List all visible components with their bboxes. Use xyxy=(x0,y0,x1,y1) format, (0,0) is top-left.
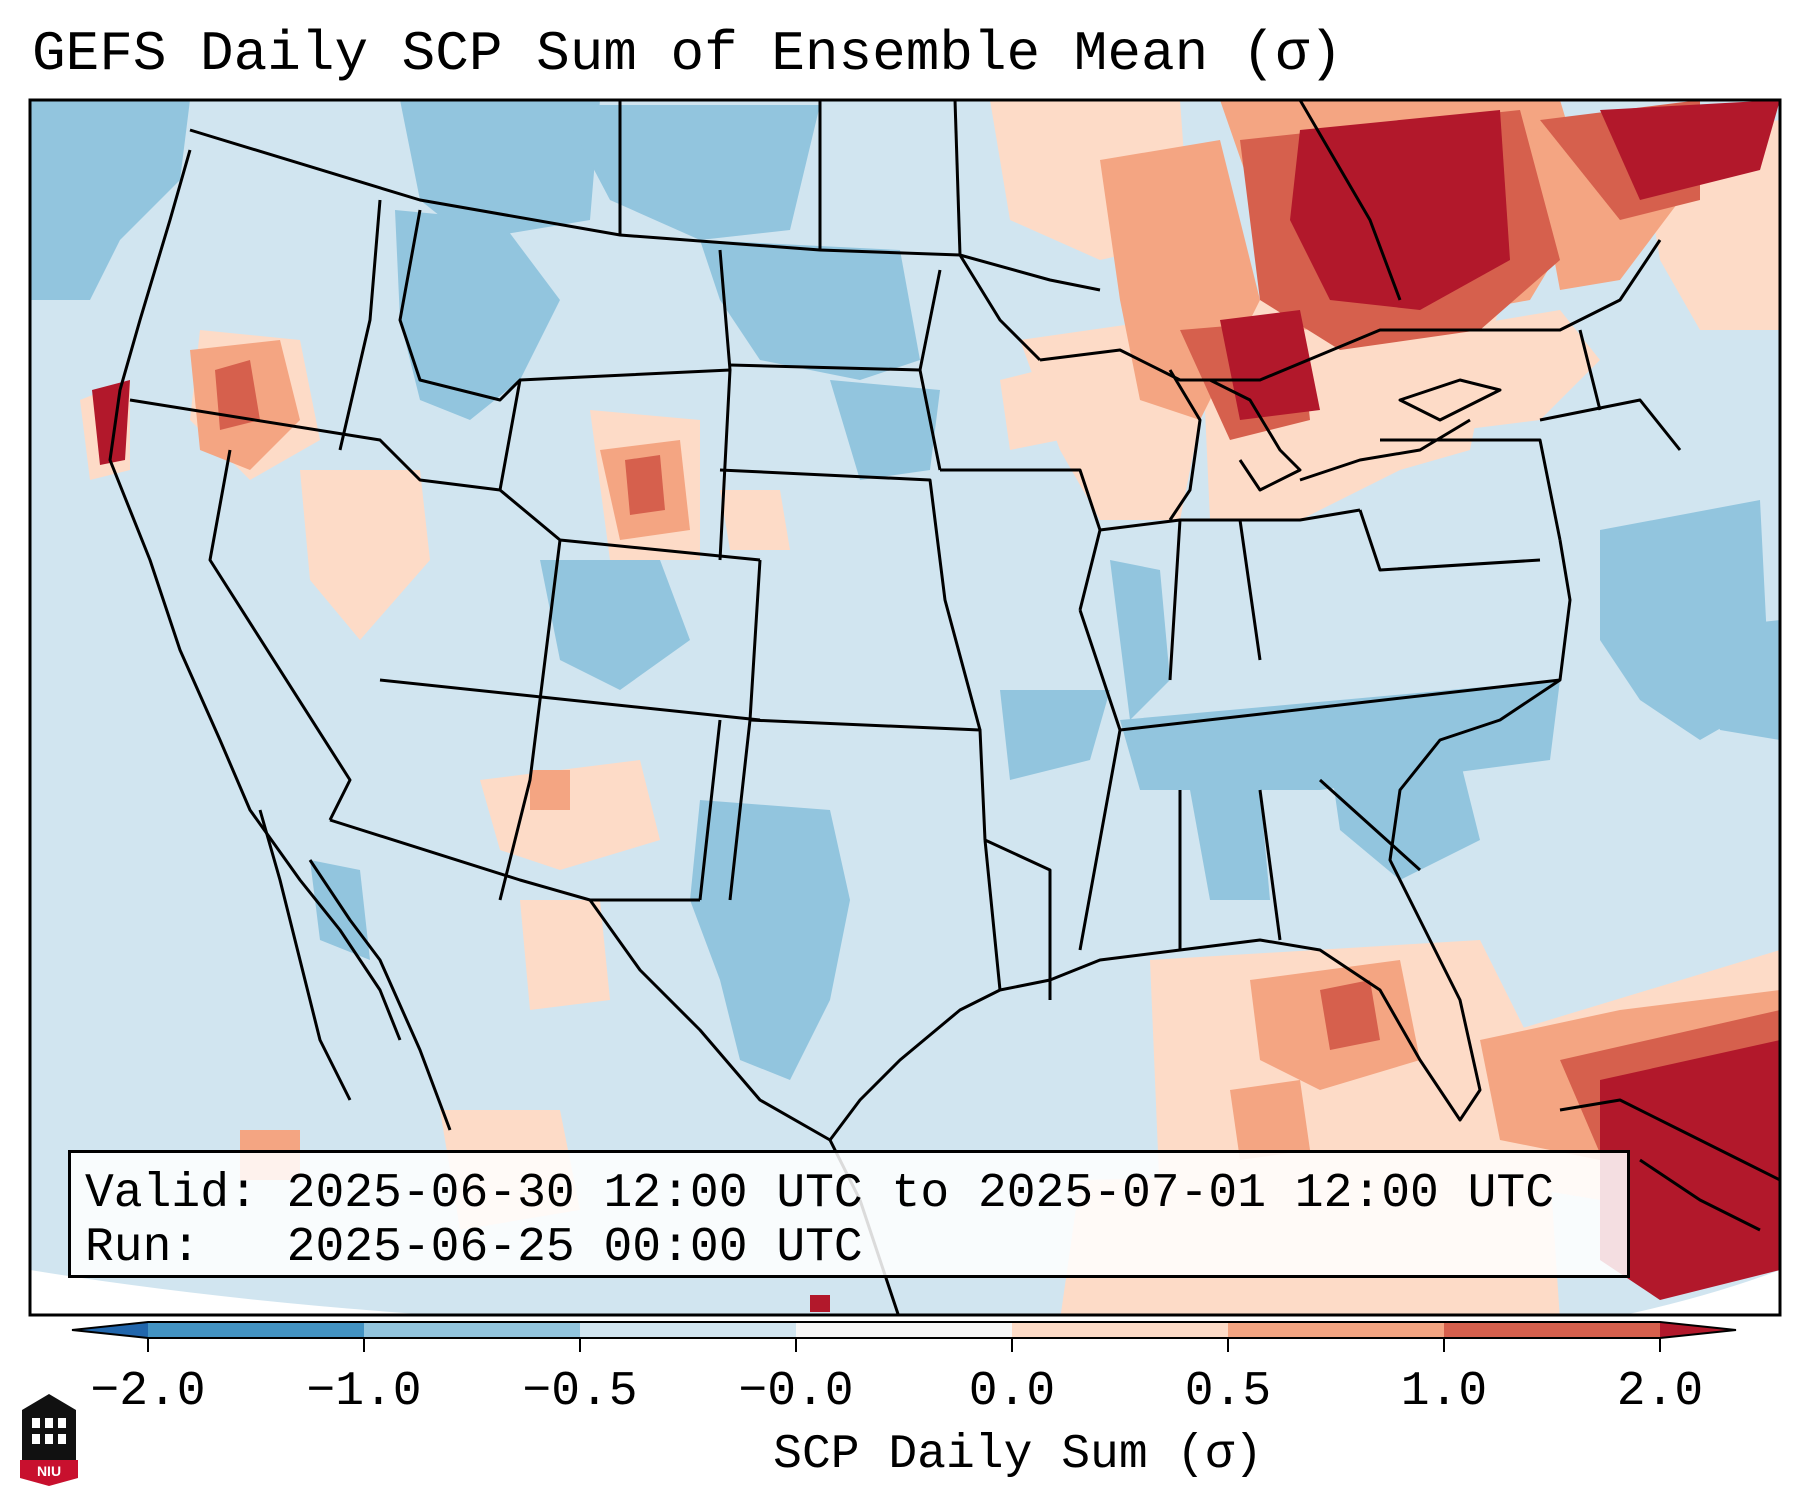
field-extreme-positive xyxy=(92,100,1780,1312)
data-field xyxy=(30,100,1780,1315)
colorbar-tick-label: 1.0 xyxy=(1400,1365,1488,1419)
colorbar-extend-high xyxy=(1660,1322,1736,1338)
colorbar-bin-3 xyxy=(580,1322,796,1338)
colorbar xyxy=(71,1321,1737,1352)
valid-time-text: Valid: 2025-06-30 12:00 UTC to 2025-07-0… xyxy=(85,1167,1555,1221)
colorbar-tick-label: −1.0 xyxy=(306,1365,422,1419)
boundaries xyxy=(108,100,1780,1315)
southeast-coast xyxy=(1049,539,1572,1122)
cuba-outline xyxy=(1559,1098,1780,1182)
great-lakes xyxy=(1168,369,1302,521)
colorbar-bin-2 xyxy=(364,1322,580,1338)
map-frame xyxy=(28,98,1782,1317)
niu-logo: NIU xyxy=(20,1394,78,1486)
colorbar-extend-low xyxy=(72,1322,148,1338)
niu-logo-text: NIU xyxy=(37,1463,61,1479)
colorbar-bin-6 xyxy=(1228,1322,1444,1338)
northeast-border xyxy=(1039,239,1662,382)
map-title: GEFS Daily SCP Sum of Ensemble Mean (σ) xyxy=(32,22,1343,86)
colorbar-ticks xyxy=(147,1338,1661,1352)
texas-border xyxy=(588,719,1051,1142)
projection-edge xyxy=(30,1270,433,1315)
colorbar-tick-label: −0.5 xyxy=(522,1365,638,1419)
colorbar-tick-label: −2.0 xyxy=(90,1365,206,1419)
colorbar-label: SCP Daily Sum (σ) xyxy=(773,1428,1263,1482)
colorbar-bin-4 xyxy=(796,1322,1012,1338)
west-coast xyxy=(108,149,402,1041)
colorbar-tick-label: 2.0 xyxy=(1616,1365,1704,1419)
colorbar-bin-5 xyxy=(1012,1322,1228,1338)
field-moderate-negative xyxy=(30,100,1780,1080)
colorbar-tick-label: 0.5 xyxy=(1184,1365,1272,1419)
colorbar-tick-label: 0.0 xyxy=(968,1365,1056,1419)
baja-coast xyxy=(258,809,352,1101)
colorbar-tick-label: −0.0 xyxy=(738,1365,854,1419)
colorbar-bin-1 xyxy=(148,1322,364,1338)
run-time-text: Run: 2025-06-25 00:00 UTC xyxy=(85,1221,863,1275)
colorbar-bin-7 xyxy=(1444,1322,1660,1338)
valid-run-box: Valid: 2025-06-30 12:00 UTC to 2025-07-0… xyxy=(68,1150,1630,1278)
